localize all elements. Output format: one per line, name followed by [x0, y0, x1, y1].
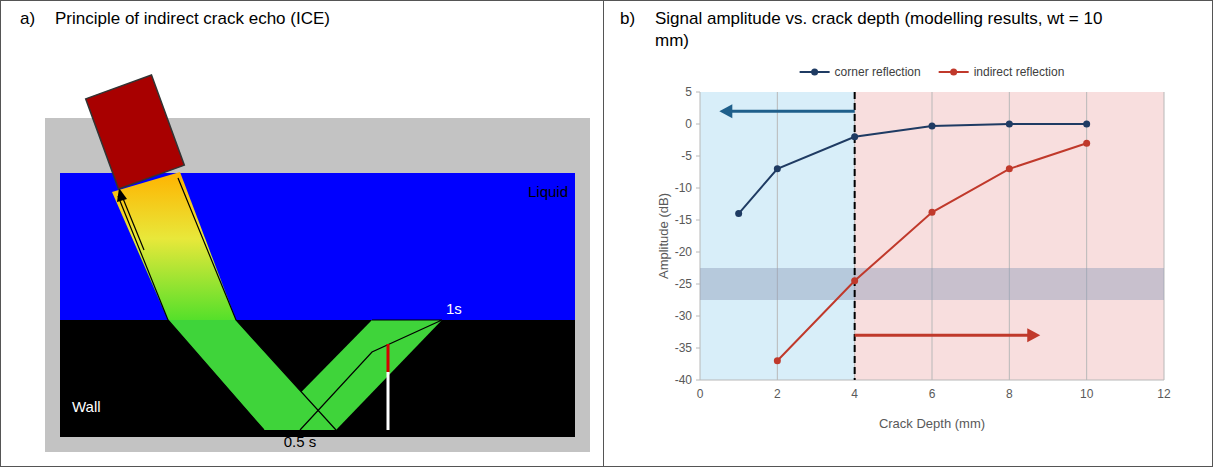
panel-title: Signal amplitude vs. crack depth (modell… [655, 9, 1102, 50]
liquid-label: Liquid [528, 183, 568, 200]
data-point [1006, 121, 1013, 128]
y-tick [696, 124, 700, 125]
grid-line-x [777, 92, 778, 380]
arrow [855, 334, 1031, 337]
y-tick-label: -35 [675, 341, 693, 355]
y-tick [696, 92, 700, 93]
echo-arrowhead [117, 188, 127, 202]
data-point [851, 133, 858, 140]
y-tick-label: 5 [685, 85, 692, 99]
legend-label: corner reflection [835, 65, 921, 79]
ice-diagram: Liquid Wall 0.5 s 1s [45, 75, 590, 452]
data-point [774, 165, 781, 172]
data-point [1006, 165, 1013, 172]
panel-title: Principle of indirect crack echo (ICE) [55, 9, 330, 28]
beam-up [264, 320, 442, 430]
data-point [929, 209, 936, 216]
y-tick-label: 0 [685, 117, 692, 131]
wall [60, 320, 575, 437]
y-tick [696, 348, 700, 349]
y-tick-label: -20 [675, 245, 693, 259]
legend: corner reflection indirect reflection [800, 65, 1065, 79]
full-skip-label: 1s [446, 300, 462, 317]
beam-outline [118, 196, 264, 430]
x-tick-label: 12 [1157, 387, 1171, 401]
legend-label: indirect reflection [974, 65, 1065, 79]
grid-line-x [932, 92, 933, 380]
crack-tip [387, 344, 390, 372]
y-tick-label: -30 [675, 309, 693, 323]
data-point [774, 357, 781, 364]
half-skip-label: 0.5 s [284, 433, 317, 450]
crack [387, 372, 390, 430]
series-line [739, 124, 1087, 214]
y-tick-label: -15 [675, 213, 693, 227]
y-axis-title: Amplitude (dB) [656, 193, 671, 279]
arrowhead [1027, 328, 1040, 342]
arrowhead [719, 104, 732, 118]
region-above-threshold [855, 92, 1164, 380]
y-tick [696, 156, 700, 157]
panel-divider [603, 0, 604, 467]
regions [700, 92, 1164, 380]
arrow [729, 110, 854, 113]
x-tick-label: 8 [1006, 387, 1013, 401]
x-axis-line [700, 380, 1164, 381]
y-tick [696, 188, 700, 189]
data-point [1083, 121, 1090, 128]
grid-line-x [1164, 92, 1165, 380]
y-tick [696, 284, 700, 285]
title-line: Principle of indirect crack echo (ICE) [55, 9, 330, 28]
data-point [851, 277, 858, 284]
data-point [1083, 140, 1090, 147]
beam-liquid [112, 172, 236, 320]
y-tick-label: -10 [675, 181, 693, 195]
y-tick-label: -25 [675, 277, 693, 291]
region-below-threshold [700, 92, 855, 380]
data-point [929, 122, 936, 129]
x-axis-title: Crack Depth (mm) [879, 416, 985, 431]
x-tick-label: 4 [851, 387, 858, 401]
liquid [60, 173, 575, 320]
beam-outline [178, 178, 336, 430]
probe [86, 75, 185, 189]
legend-item: indirect reflection [939, 65, 1065, 79]
grid [696, 92, 1164, 380]
y-tick [696, 220, 700, 221]
page: a) Principle of indirect crack echo (ICE)… [0, 0, 1213, 467]
table-frame [1, 1, 1213, 467]
legend-marker [811, 69, 818, 76]
x-tick-label: 2 [774, 387, 781, 401]
y-tick [696, 316, 700, 317]
legend-marker [950, 69, 957, 76]
y-tick [696, 380, 700, 381]
panel-letter: a) [20, 9, 35, 28]
panel-letter: b) [620, 9, 635, 28]
series-line [777, 143, 1086, 361]
grid-line-x [1009, 92, 1010, 380]
y-tick-label: -5 [681, 149, 692, 163]
echo-arrow [122, 196, 144, 250]
y-tick-label: -40 [675, 373, 693, 387]
beam-outline [300, 320, 442, 430]
x-tick-label: 10 [1080, 387, 1094, 401]
grid-line-x [700, 92, 701, 380]
wall-label: Wall [72, 398, 101, 415]
legend-item: corner reflection [800, 65, 921, 79]
grid-line-x [1086, 92, 1087, 380]
noise-band [700, 268, 1164, 300]
plot-area [700, 92, 1164, 380]
x-tick-label: 6 [929, 387, 936, 401]
title-line: mm) [655, 31, 689, 50]
y-tick [696, 252, 700, 253]
title-line: Signal amplitude vs. crack depth (modell… [655, 9, 1102, 28]
data-point [735, 210, 742, 217]
x-tick-label: 0 [697, 387, 704, 401]
